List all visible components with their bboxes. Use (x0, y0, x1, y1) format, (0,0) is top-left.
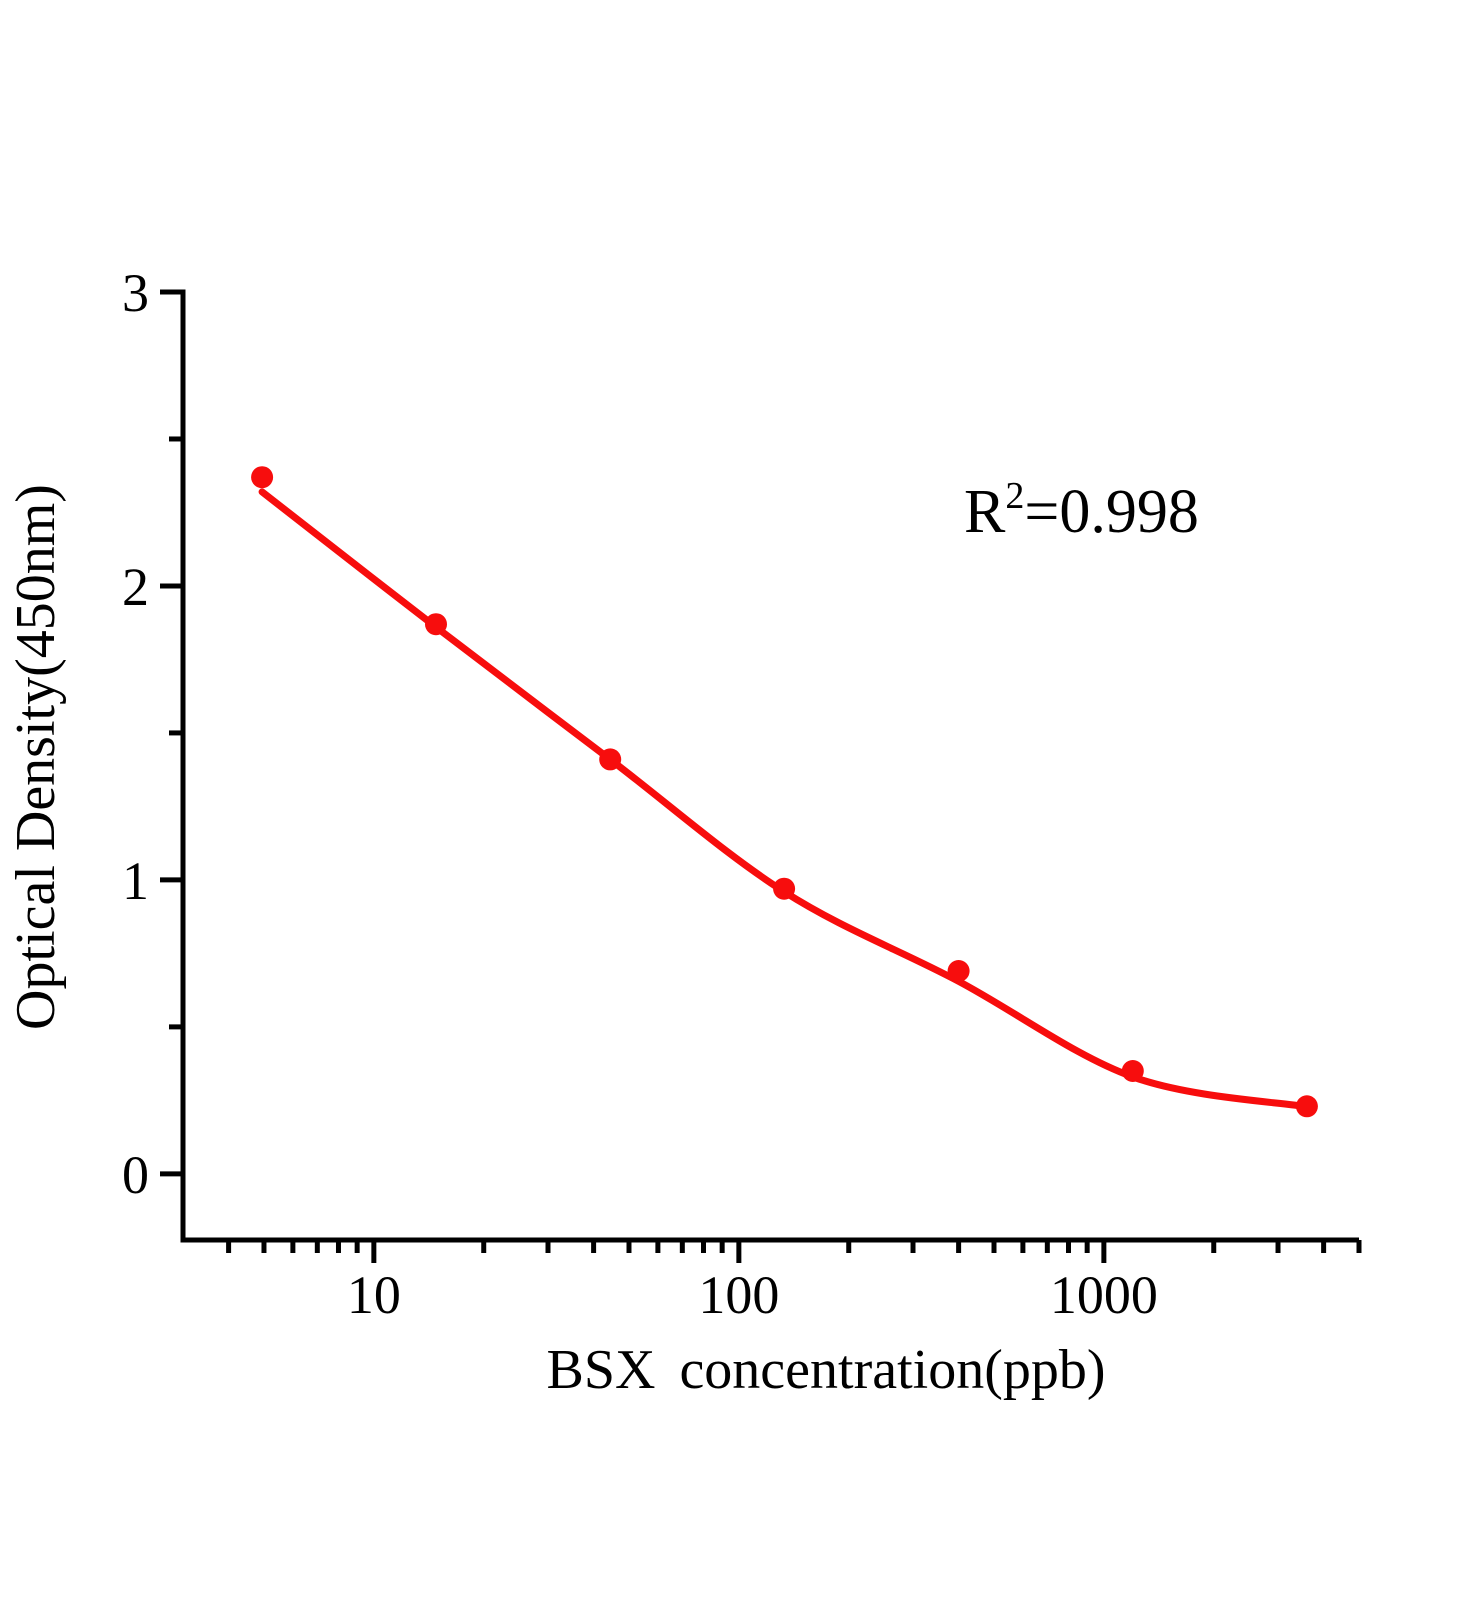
y-tick-label: 3 (122, 263, 149, 323)
data-point-marker (947, 960, 970, 982)
data-point-marker (425, 613, 447, 636)
y-axis-title: Optical Density(450nm) (5, 484, 67, 1030)
x-tick-label: 100 (698, 1265, 779, 1325)
y-tick-label: 1 (122, 851, 149, 911)
x-tick-label: 1000 (1050, 1265, 1158, 1325)
r-squared-annotation: R2=0.998 (964, 477, 1199, 546)
data-point-marker (1121, 1060, 1144, 1082)
y-tick-label: 0 (122, 1145, 149, 1205)
data-point-marker (251, 466, 274, 489)
y-tick-label: 2 (122, 557, 149, 617)
data-point-marker (599, 748, 622, 771)
data-point-marker (773, 877, 796, 900)
r-squared-value: =0.998 (1024, 478, 1199, 546)
fit-curve (258, 488, 1311, 1111)
r-squared-base: R (964, 478, 1006, 546)
r-squared-superscript: 2 (1005, 475, 1025, 517)
x-tick-label: 10 (347, 1265, 401, 1325)
data-point-marker (1295, 1095, 1318, 1118)
x-axis-title: BSX concentration(ppb) (546, 1339, 1106, 1401)
